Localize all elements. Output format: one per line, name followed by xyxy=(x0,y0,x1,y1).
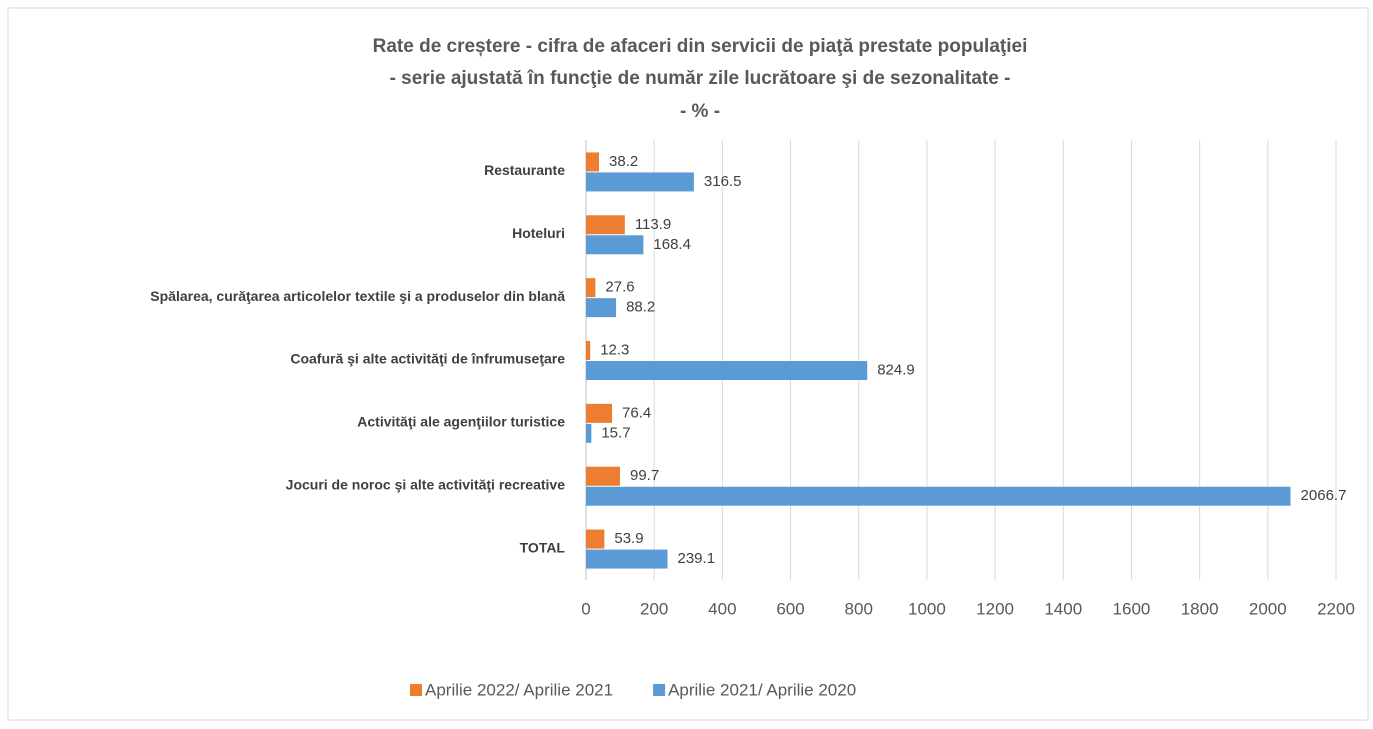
data-label: 27.6 xyxy=(605,279,634,296)
bar xyxy=(586,529,605,549)
y-tick-label: Jocuri de noroc şi alte activităţi recre… xyxy=(286,476,566,492)
x-tick-label: 1000 xyxy=(908,599,946,618)
data-label: 2066.7 xyxy=(1301,487,1347,504)
legend-swatch xyxy=(410,684,422,696)
data-label: 824.9 xyxy=(877,361,915,378)
bar xyxy=(586,466,620,486)
data-label: 53.9 xyxy=(614,530,643,547)
data-label: 15.7 xyxy=(601,424,630,441)
x-tick-label: 2000 xyxy=(1249,599,1287,618)
x-tick-label: 1400 xyxy=(1044,599,1082,618)
y-tick-label: Hoteluri xyxy=(512,225,565,241)
y-tick-label: Spălarea, curăţarea articolelor textile … xyxy=(150,288,565,304)
bar xyxy=(586,235,644,255)
data-label: 12.3 xyxy=(600,341,629,358)
data-label: 99.7 xyxy=(630,467,659,484)
y-tick-label: Activităţi ale agenţiilor turistice xyxy=(357,414,565,430)
bar xyxy=(586,423,592,443)
y-tick-label: Coafură şi alte activităţi de înfrumuseţ… xyxy=(290,351,565,367)
data-label: 76.4 xyxy=(622,404,651,421)
y-tick-label: TOTAL xyxy=(520,539,566,555)
bar xyxy=(586,341,591,360)
data-label: 88.2 xyxy=(626,299,655,316)
legend-label: Aprilie 2022/ Aprilie 2021 xyxy=(425,680,613,699)
bar xyxy=(586,152,600,172)
bar xyxy=(586,549,668,569)
data-label: 168.4 xyxy=(653,236,691,253)
x-tick-label: 1800 xyxy=(1181,599,1219,618)
legend-label: Aprilie 2021/ Aprilie 2020 xyxy=(668,680,856,699)
legend-swatch xyxy=(653,684,666,696)
x-tick-label: 200 xyxy=(640,599,668,618)
y-tick-label: Restaurante xyxy=(484,162,565,178)
x-tick-label: 0 xyxy=(581,599,590,618)
x-tick-label: 800 xyxy=(845,599,873,618)
bar xyxy=(586,361,868,380)
bar xyxy=(586,172,694,192)
data-label: 38.2 xyxy=(609,153,638,170)
chart-title: Rate de creștere - cifra de afaceri din … xyxy=(373,36,1028,57)
x-tick-label: 400 xyxy=(708,599,736,618)
x-tick-label: 1200 xyxy=(976,599,1014,618)
x-tick-label: 600 xyxy=(776,599,804,618)
bar xyxy=(586,298,617,318)
data-label: 239.1 xyxy=(678,550,716,567)
data-label: 316.5 xyxy=(704,173,742,190)
chart-subtitle: - serie ajustată în funcţie de număr zil… xyxy=(390,68,1011,89)
bar xyxy=(586,403,613,423)
unit-note: - % - xyxy=(680,101,720,122)
bar xyxy=(586,278,596,298)
data-label: 113.9 xyxy=(635,216,671,233)
x-tick-label: 1600 xyxy=(1113,599,1151,618)
x-tick-label: 2200 xyxy=(1317,599,1355,618)
bar xyxy=(586,215,625,235)
bar xyxy=(586,486,1291,506)
